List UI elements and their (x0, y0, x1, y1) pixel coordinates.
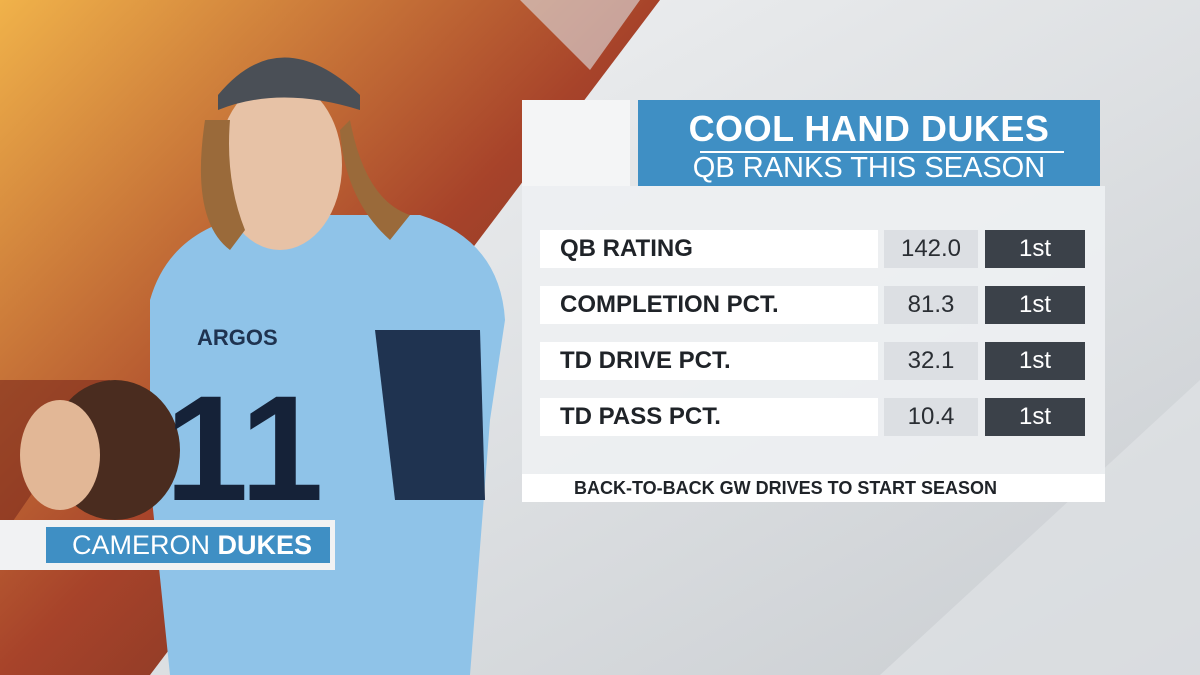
logo-box (522, 100, 630, 186)
stat-label: QB RATING (540, 230, 878, 268)
subtitle: QB RANKS THIS SEASON (692, 152, 1046, 184)
footnote: BACK-TO-BACK GW DRIVES TO START SEASON (522, 474, 1105, 502)
stat-label: TD PASS PCT. (540, 398, 878, 436)
title-rule (700, 151, 1064, 153)
stat-label: TD DRIVE PCT. (540, 342, 878, 380)
last-name: DUKES (217, 530, 313, 560)
stat-rank: 1st (985, 398, 1085, 436)
jersey-team: ARGOS (197, 325, 278, 350)
stat-rank: 1st (985, 286, 1085, 324)
stat-value: 142.0 (884, 230, 978, 268)
first-name: CAMERON (72, 530, 211, 560)
title: COOL HAND DUKES (688, 108, 1050, 149)
stat-value: 81.3 (884, 286, 978, 324)
stat-value: 10.4 (884, 398, 978, 436)
title-box: COOL HAND DUKES QB RANKS THIS SEASON (638, 100, 1100, 186)
stat-value: 32.1 (884, 342, 978, 380)
stat-label: COMPLETION PCT. (540, 286, 878, 324)
name-plate: CAMERON DUKES (0, 520, 335, 570)
stat-rank: 1st (985, 230, 1085, 268)
name-box: CAMERON DUKES (46, 527, 330, 563)
stat-rank: 1st (985, 342, 1085, 380)
jersey-number: 11 (165, 364, 324, 532)
